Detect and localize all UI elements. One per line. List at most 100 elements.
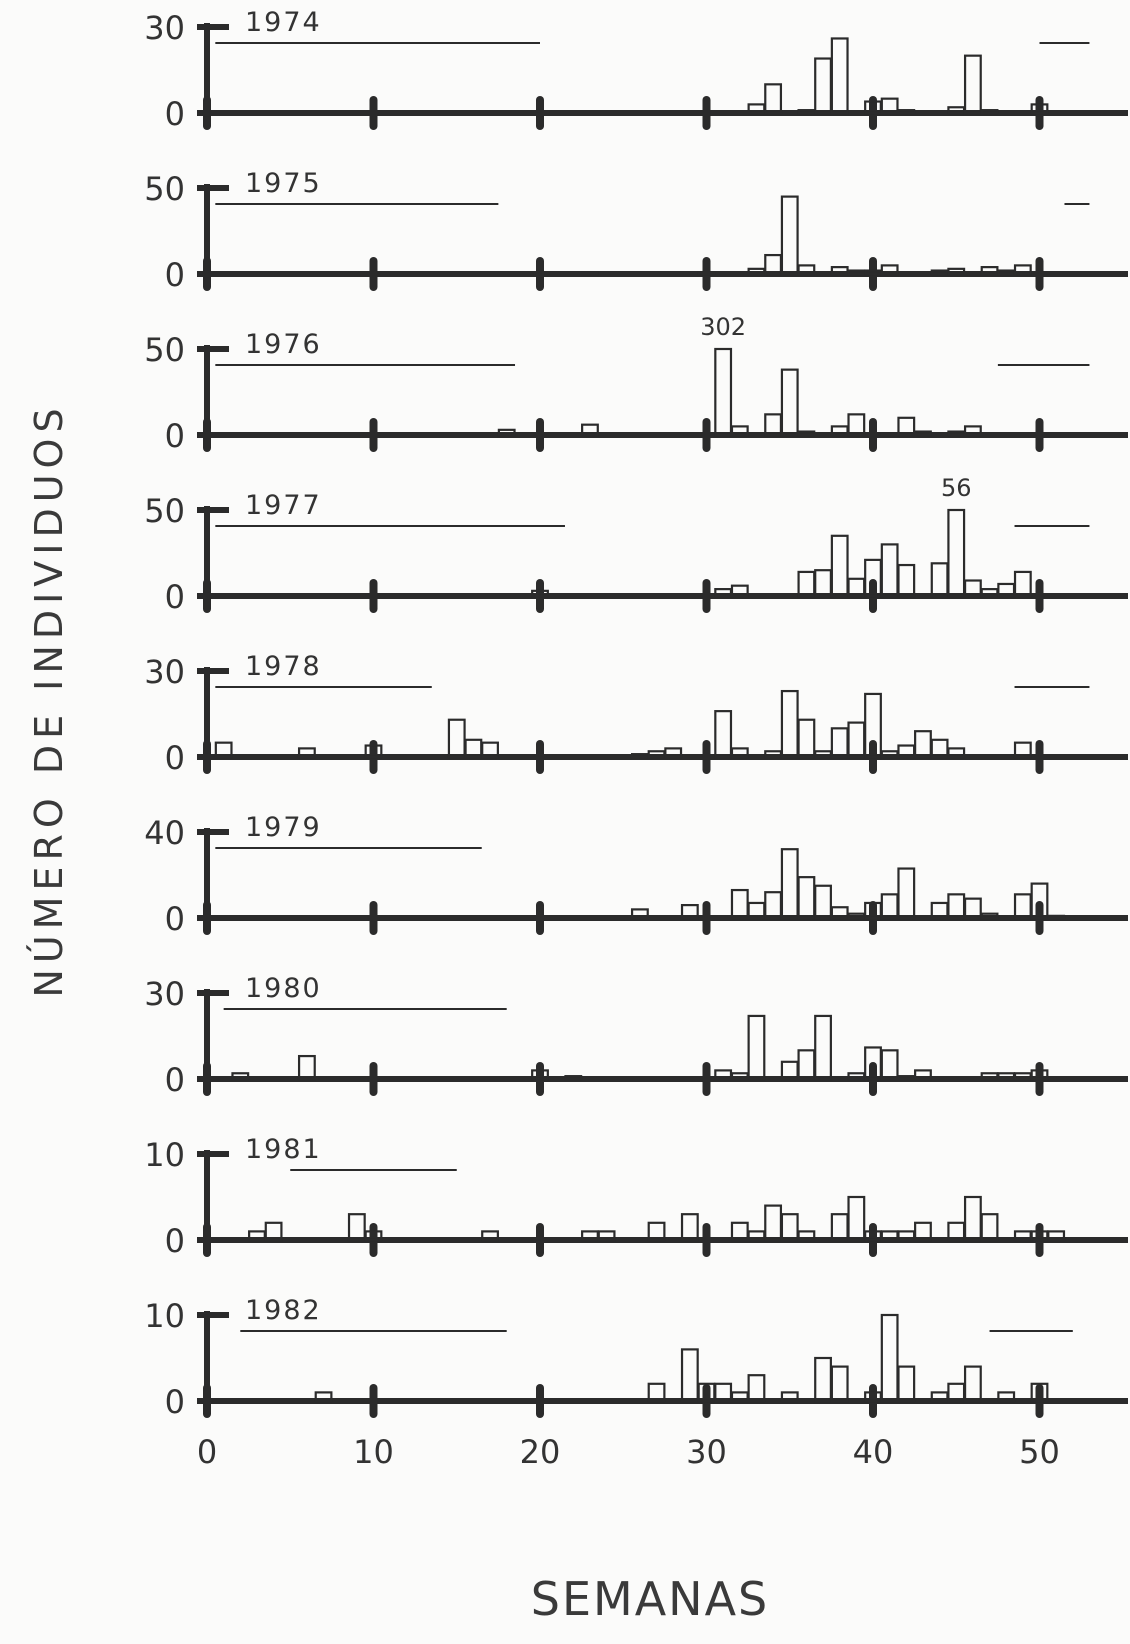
bar <box>1047 1230 1066 1242</box>
bar <box>897 563 916 598</box>
bar <box>747 1374 766 1403</box>
y-tick-label-max: 30 <box>144 9 185 47</box>
y-tick-label-zero: 0 <box>165 256 185 294</box>
bar <box>264 1221 283 1242</box>
bar <box>947 747 966 759</box>
bar <box>564 1075 583 1081</box>
panel-1982: 10 0 1982 <box>144 1295 1128 1421</box>
bar <box>830 37 849 115</box>
bar <box>814 1014 832 1081</box>
bar <box>680 903 699 920</box>
bar <box>880 1049 899 1081</box>
bar <box>963 1365 982 1403</box>
bar <box>880 543 899 598</box>
bar <box>880 893 899 920</box>
bar <box>980 912 999 920</box>
bar <box>980 109 999 115</box>
panels: 30 0 1974 50 0 1975 50 0 1976 302 50 0 1977 56 30 0 1978… <box>144 7 1128 1421</box>
panel-1978: 30 0 1978 <box>144 651 1128 777</box>
bar <box>980 588 999 598</box>
panel-1980: 30 0 1980 <box>144 973 1128 1099</box>
bar <box>231 1072 250 1081</box>
bar <box>730 425 749 437</box>
bar <box>830 727 849 759</box>
bar <box>1030 1382 1049 1403</box>
y-tick-label-zero: 0 <box>165 417 185 455</box>
bar <box>963 897 982 920</box>
bar <box>963 271 982 276</box>
x-tick-label: 50 <box>1019 1433 1060 1471</box>
bar <box>914 430 932 437</box>
panel-1975: 50 0 1975 <box>144 168 1128 294</box>
bar <box>764 83 783 115</box>
bar <box>847 1195 866 1242</box>
y-tick-label-zero: 0 <box>165 95 185 133</box>
bar <box>880 432 899 437</box>
bar <box>764 891 783 920</box>
y-tick-label-max: 30 <box>144 975 185 1013</box>
bar <box>780 689 799 759</box>
bar <box>347 1213 366 1242</box>
year-label: 1981 <box>245 1134 322 1165</box>
bar <box>930 562 949 598</box>
bar <box>847 721 866 759</box>
bar <box>1047 914 1066 920</box>
bar <box>297 1054 316 1081</box>
x-tick-label: 30 <box>686 1433 727 1471</box>
bar <box>730 888 749 920</box>
bar <box>963 425 982 437</box>
bar <box>814 569 832 598</box>
bar <box>830 1213 849 1242</box>
year-label: 1975 <box>245 168 322 199</box>
bar-annotation: 56 <box>941 474 972 502</box>
year-label: 1980 <box>245 973 322 1004</box>
panel-1981: 10 0 1981 <box>144 1134 1128 1260</box>
bar <box>780 1213 799 1242</box>
bar <box>597 1230 616 1242</box>
bar <box>664 747 683 759</box>
bar <box>897 867 916 920</box>
bar <box>897 109 916 115</box>
bar <box>914 730 932 759</box>
bar-annotation: 302 <box>700 313 746 341</box>
bar <box>714 710 733 759</box>
bar <box>880 264 899 276</box>
y-tick-label-max: 50 <box>144 170 185 208</box>
bar <box>780 1391 799 1403</box>
bar <box>714 588 733 598</box>
bar <box>797 718 816 759</box>
y-tick-label-zero: 0 <box>165 900 185 938</box>
bar <box>997 1391 1016 1403</box>
bar <box>780 368 799 437</box>
y-axis-label: NÚMERO DE INDIVIDUOS <box>27 402 71 997</box>
bar <box>364 744 383 759</box>
bar <box>630 908 649 920</box>
bar <box>531 1069 549 1081</box>
bar <box>963 54 982 115</box>
bar <box>364 1230 383 1242</box>
bar <box>797 876 816 920</box>
bar <box>1030 1069 1049 1081</box>
y-tick-label-zero: 0 <box>165 739 185 777</box>
bar <box>647 1221 666 1242</box>
bar <box>797 1049 816 1081</box>
bar <box>780 195 799 276</box>
bar <box>963 1195 982 1242</box>
bar <box>797 570 816 598</box>
bar <box>897 416 916 437</box>
axis-titles: NÚMERO DE INDIVIDUOS SEMANAS <box>27 402 767 1626</box>
bar <box>1013 264 1032 276</box>
bar <box>847 413 866 437</box>
year-label: 1982 <box>245 1295 322 1326</box>
bar <box>1030 882 1049 920</box>
x-tick-label: 0 <box>197 1433 217 1471</box>
bar <box>814 1356 832 1403</box>
bar <box>914 1221 932 1242</box>
bar <box>1013 893 1032 920</box>
bar <box>780 848 799 920</box>
bar <box>297 747 316 759</box>
y-tick-label-zero: 0 <box>165 1222 185 1260</box>
bar <box>880 1313 899 1403</box>
year-label: 1977 <box>245 490 322 521</box>
